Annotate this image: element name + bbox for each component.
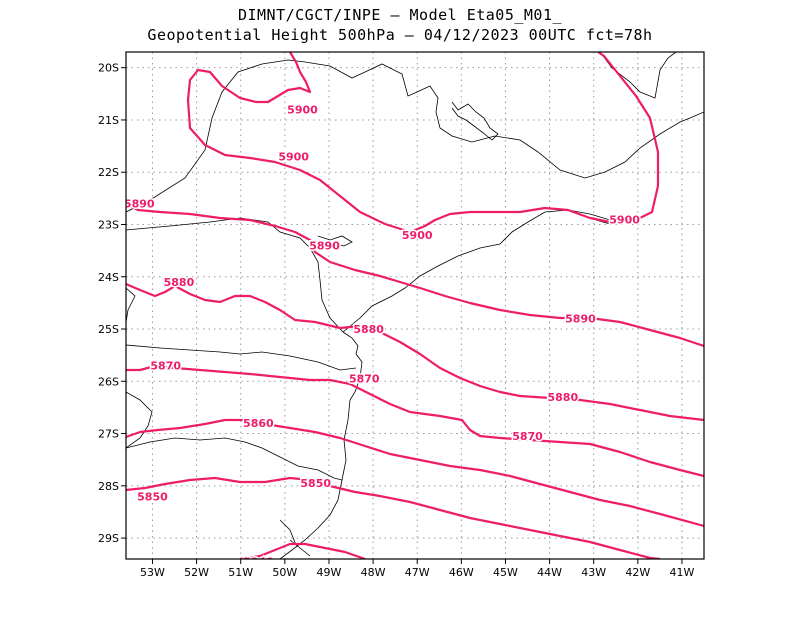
contour-label: 5900: [609, 213, 640, 226]
lat-tick-label: 24S: [98, 271, 119, 284]
map-title-line-1: DIMNT/CGCT/INPE — Model Eta05_M01_: [237, 6, 563, 24]
lon-tick-label: 47W: [405, 566, 430, 579]
paraguay-river: [126, 287, 136, 323]
lon-tick-label: 53W: [140, 566, 165, 579]
map-frame: [125, 51, 705, 560]
contour-label: 5900: [287, 103, 318, 116]
lat-tick-label: 22S: [98, 166, 119, 179]
contour-5840: [239, 542, 366, 559]
lat-tick-label: 23S: [98, 218, 119, 231]
contour-label: 5880: [547, 391, 578, 404]
contour-label: 5890: [124, 198, 155, 211]
pr-sc-border: [126, 344, 357, 371]
rs-lagoon: [279, 519, 311, 557]
contour-label: 5880: [164, 276, 195, 289]
map-title-line-2: Geopotential Height 500hPa — 04/12/2023 …: [147, 26, 653, 44]
contour-label: 5900: [278, 151, 309, 164]
contour-label: 5850: [300, 477, 331, 490]
contour-5890: [126, 203, 704, 348]
contour-5850: [126, 476, 661, 559]
lat-tick-label: 29S: [98, 532, 119, 545]
lon-tick-label: 45W: [493, 566, 518, 579]
graticule: [126, 52, 704, 559]
contour-labels: 5900 5900 5900 5900 5890 5890 5890 5880 5880 5880…: [124, 102, 642, 569]
sp-coast: [342, 209, 619, 333]
argentina-border: [126, 391, 153, 449]
lon-tick-label: 51W: [228, 566, 253, 579]
contour-5870: [126, 364, 704, 478]
lon-tick-label: 42W: [625, 566, 650, 579]
lat-tick-label: 27S: [98, 428, 119, 441]
geopotential-contours: [126, 52, 704, 559]
contour-label: 5870: [150, 360, 181, 373]
sc-rs-border: [126, 437, 343, 481]
lat-tick-label: 25S: [98, 323, 119, 336]
lon-tick-label: 44W: [537, 566, 562, 579]
lat-tick-label: 26S: [98, 375, 119, 388]
reservoir: [451, 101, 499, 141]
bay: [317, 235, 353, 247]
lon-tick-label: 43W: [581, 566, 606, 579]
lon-tick-label: 48W: [361, 566, 386, 579]
lon-tick-label: 52W: [184, 566, 209, 579]
contour-label: 5900: [402, 229, 433, 242]
contour-label: 5840: [243, 556, 274, 569]
lon-tick-label: 46W: [449, 566, 474, 579]
pr-sp-border: [126, 217, 344, 333]
contour-label: 5880: [353, 323, 384, 336]
contour-5860: [126, 418, 704, 528]
pr-coast: [342, 331, 363, 401]
contour-label: 5850: [137, 490, 168, 503]
contour-5900-north: [186, 52, 660, 234]
contour-5880: [126, 282, 704, 422]
contour-label: 5890: [309, 239, 340, 252]
lat-tick-label: 21S: [98, 114, 119, 127]
lon-tick-label: 41W: [670, 566, 695, 579]
contour-label: 5860: [243, 417, 274, 430]
lat-tick-label: 20S: [98, 62, 119, 75]
lon-tick-label: 50W: [272, 566, 297, 579]
contour-label: 5870: [512, 430, 543, 443]
lat-tick-label: 28S: [98, 480, 119, 493]
contour-label: 5890: [565, 313, 596, 326]
mg-sp-border: [126, 59, 704, 213]
coastline-and-borders: [126, 52, 704, 559]
lon-tick-label: 49W: [317, 566, 342, 579]
contour-label: 5870: [349, 373, 380, 386]
